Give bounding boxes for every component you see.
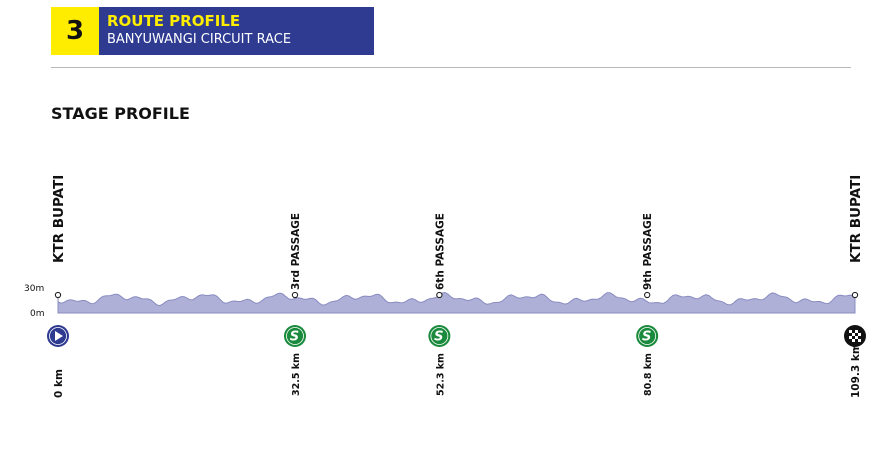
waypoint-marker [54,291,62,299]
waypoint-name: KTR BUPATI [51,175,67,263]
waypoint-name: KTR BUPATI [848,175,864,263]
header-title: ROUTE PROFILE [107,12,241,30]
header-divider [51,67,851,68]
waypoint-marker [644,291,651,299]
sprint-icon: S [428,325,451,347]
waypoint-marker [436,291,443,299]
waypoint-km-label: 0 km [53,369,65,398]
waypoint-1: 3rd PASSAGE S 32.5 km [283,213,306,396]
waypoint-marker [851,291,859,299]
waypoint-2: 6th PASSAGE S 52.3 km [428,213,451,396]
waypoint-0: KTR BUPATI 0 km [47,175,69,398]
stage-number-badge: 3 [51,7,99,55]
waypoint-name: 3rd PASSAGE [290,213,302,290]
altitude-label-top: 30m [24,284,44,294]
waypoint-km-label: 52.3 km [435,353,446,396]
sprint-icon: S [283,325,306,347]
svg-text:S: S [434,330,443,345]
waypoint-marker [291,291,299,299]
waypoint-name: 6th PASSAGE [434,213,446,290]
waypoint-km-label: 109.3 km [850,343,862,398]
waypoint-km-label: 80.8 km [643,353,654,396]
start-icon [47,325,69,347]
elevation-profile [57,291,856,314]
header-banner: ROUTE PROFILE BANYUWANGI CIRCUIT RACE [99,7,374,55]
sprint-icon: S [636,325,659,347]
waypoint-km-label: 32.5 km [291,353,302,396]
waypoint-name: 9th PASSAGE [642,213,654,290]
finish-icon [844,325,866,347]
altitude-label-bottom: 0m [30,309,45,319]
svg-text:S: S [642,330,651,345]
header-subtitle: BANYUWANGI CIRCUIT RACE [107,32,292,47]
waypoint-4: KTR BUPATI 109.3 km [844,175,866,398]
svg-text:S: S [290,330,299,345]
section-title: STAGE PROFILE [51,104,190,123]
waypoint-3: 9th PASSAGE S 80.8 km [636,213,659,396]
